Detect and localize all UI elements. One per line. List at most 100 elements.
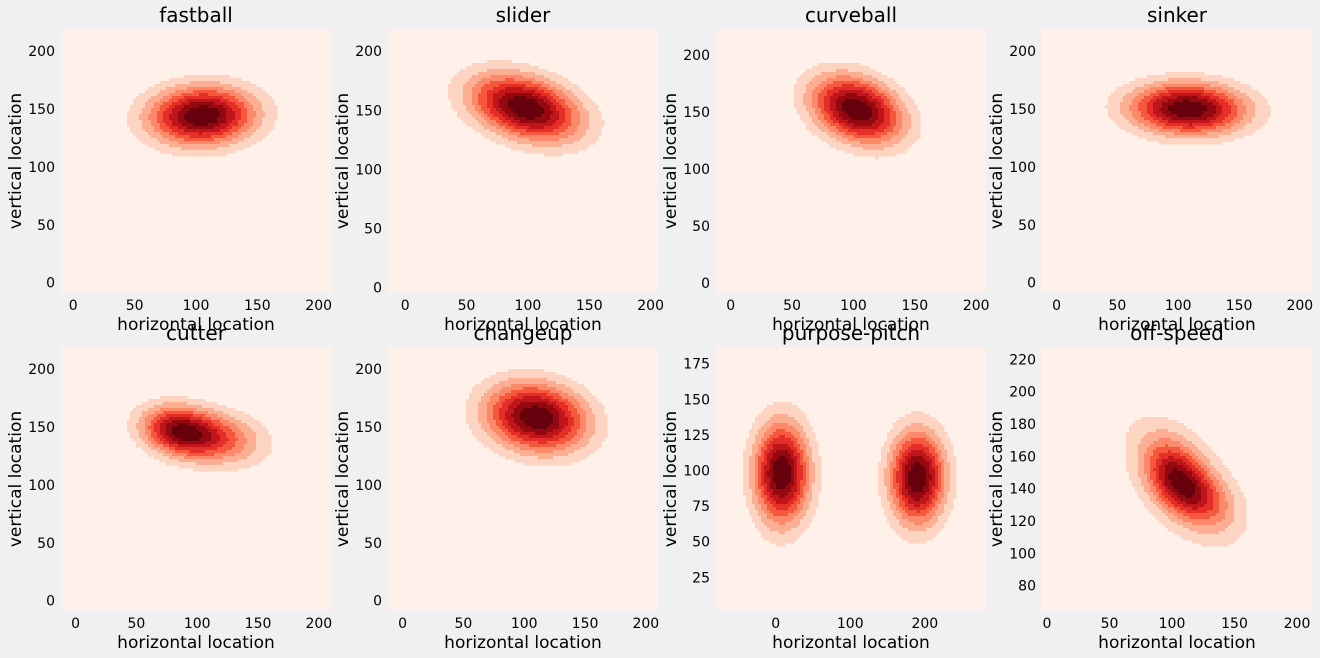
density-cell [1162, 123, 1166, 127]
density-cell [1159, 93, 1163, 97]
density-cell [1153, 132, 1157, 136]
density-cell [160, 141, 164, 145]
density-cell [199, 447, 203, 451]
density-cell [205, 129, 209, 133]
density-cell [556, 117, 560, 121]
density-cell [466, 72, 470, 76]
density-cell [193, 453, 197, 457]
density-cell [1171, 87, 1175, 91]
density-cell [511, 72, 515, 76]
density-cell [493, 111, 497, 115]
density-cell [872, 105, 876, 109]
density-cell [187, 150, 191, 154]
density-cell [157, 402, 161, 406]
density-cell [1258, 111, 1262, 115]
density-cell [556, 105, 560, 109]
density-cell [214, 411, 218, 415]
density-cell [571, 129, 575, 133]
density-cell [178, 435, 182, 439]
density-cell [1252, 99, 1256, 103]
density-cell [181, 429, 185, 433]
density-cell [1228, 135, 1232, 139]
density-cell [544, 153, 548, 157]
density-cell [890, 93, 894, 97]
density-cell [166, 414, 170, 418]
density-cell [247, 138, 251, 142]
density-cell [541, 96, 545, 100]
density-cell [556, 90, 560, 94]
density-cell [154, 132, 158, 136]
density-cell [202, 105, 206, 109]
density-cell [1264, 117, 1268, 121]
density-cell [460, 117, 464, 121]
density-cell [133, 99, 137, 103]
density-cell [190, 129, 194, 133]
density-cell [202, 423, 206, 427]
density-cell [193, 150, 197, 154]
density-cell [520, 75, 524, 79]
density-cell [887, 114, 891, 118]
density-cell [872, 108, 876, 112]
density-cell [481, 111, 485, 115]
density-cell [1135, 78, 1139, 82]
density-cell [451, 84, 455, 88]
density-cell [154, 126, 158, 130]
density-cell [523, 117, 527, 121]
density-cell [250, 132, 254, 136]
density-cell [842, 120, 846, 124]
density-cell [169, 111, 173, 115]
density-cell [875, 99, 879, 103]
density-cell [514, 126, 518, 130]
density-cell [1261, 105, 1265, 109]
density-cell [166, 111, 170, 115]
density-cell [157, 423, 161, 427]
density-cell [1159, 111, 1163, 115]
density-cell [875, 129, 879, 133]
density-cell [1129, 93, 1133, 97]
density-cell [199, 150, 203, 154]
density-cell [166, 123, 170, 127]
density-cell [818, 81, 822, 85]
density-cell [496, 138, 500, 142]
density-cell [184, 459, 188, 463]
density-cell [151, 423, 155, 427]
density-cell [157, 99, 161, 103]
density-cell [1216, 135, 1220, 139]
density-cell [148, 426, 152, 430]
density-cell [244, 129, 248, 133]
density-cell [169, 399, 173, 403]
x-tick-label: 0 [69, 298, 78, 314]
density-cell [1192, 93, 1196, 97]
density-cell [190, 99, 194, 103]
density-cell [520, 126, 524, 130]
density-cell [175, 84, 179, 88]
density-cell [824, 114, 828, 118]
density-cell [538, 135, 542, 139]
density-cell [1222, 111, 1226, 115]
density-cell [181, 435, 185, 439]
density-cell [1138, 87, 1142, 91]
density-cell [175, 126, 179, 130]
density-cell [253, 129, 257, 133]
density-cell [577, 105, 581, 109]
density-cell [493, 117, 497, 121]
density-cell [244, 96, 248, 100]
density-cell [211, 75, 215, 79]
density-cell [226, 93, 230, 97]
density-cell [562, 78, 566, 82]
density-cell [908, 111, 912, 115]
density-cell [571, 117, 575, 121]
density-cell [1132, 132, 1136, 136]
density-cell [187, 444, 191, 448]
density-cell [457, 72, 461, 76]
density-cell [226, 138, 230, 142]
density-cell [1141, 108, 1145, 112]
density-cell [1231, 96, 1235, 100]
density-cell [550, 108, 554, 112]
density-cell [142, 123, 146, 127]
density-cell [1123, 102, 1127, 106]
density-cell [457, 87, 461, 91]
density-cell [181, 96, 185, 100]
density-cell [202, 123, 206, 127]
density-cell [908, 135, 912, 139]
